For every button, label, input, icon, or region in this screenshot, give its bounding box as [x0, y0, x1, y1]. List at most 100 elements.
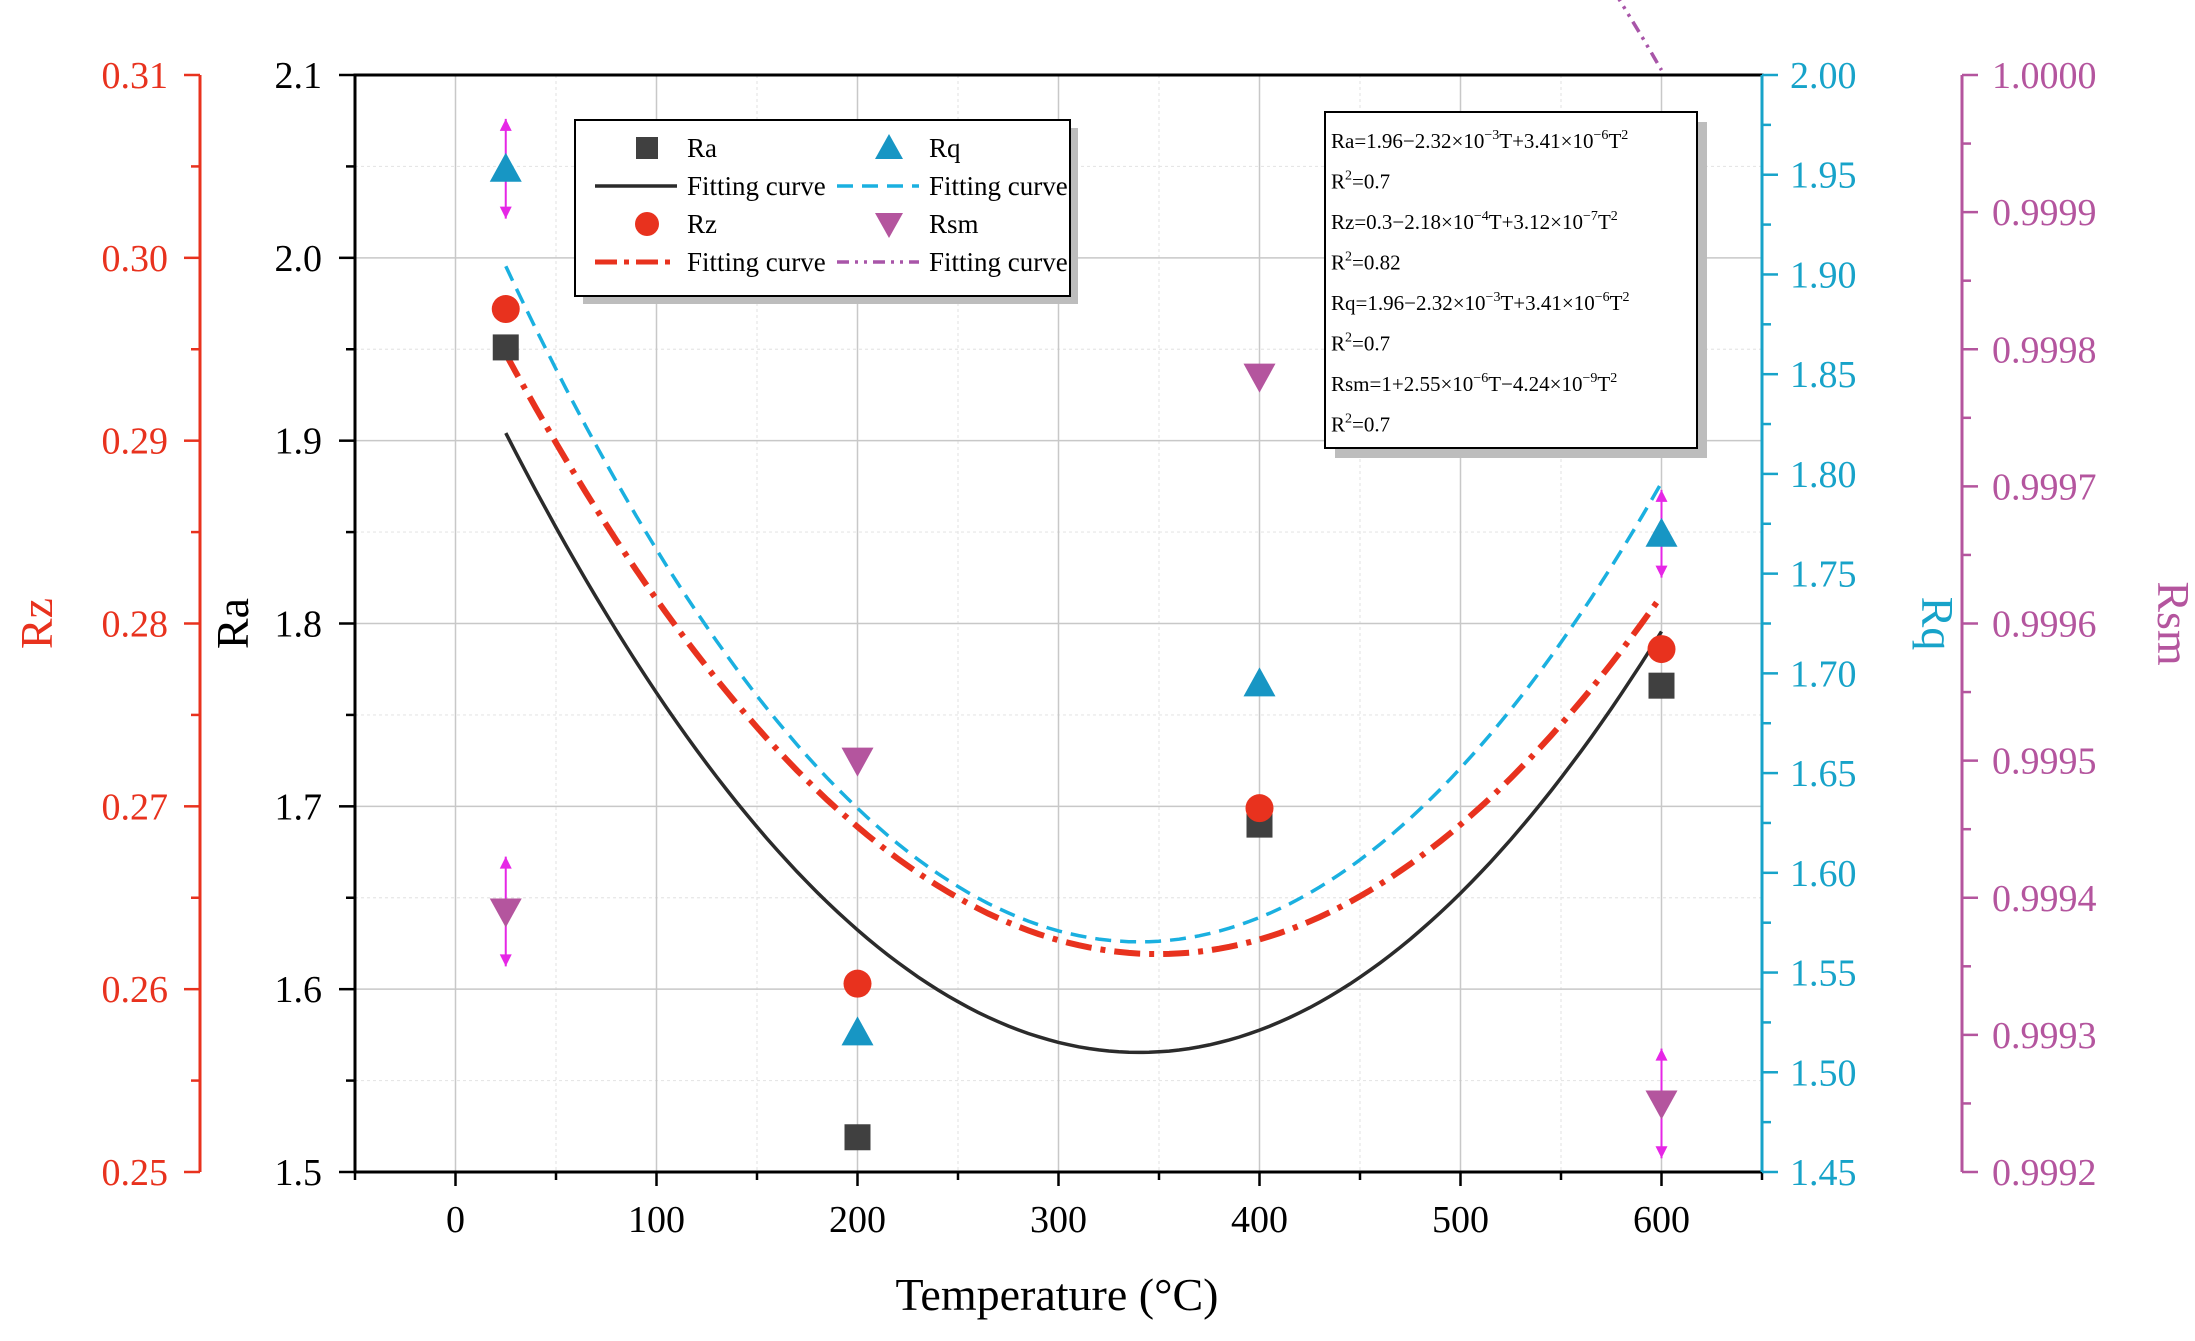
equation-line: Rz=0.3−2.18×10−4​T+3.12×10−7​T2​ — [1331, 209, 1618, 234]
rq-point — [1645, 517, 1678, 547]
rq-axis-title: Rq — [1912, 597, 1963, 651]
rz-point — [491, 295, 520, 324]
equation-text: R — [1331, 251, 1345, 275]
equation-exponent: 2 — [1345, 412, 1352, 427]
equation-text: =0.82 — [1352, 251, 1401, 275]
ra-point — [492, 334, 519, 361]
equation-box: Ra=1.96−2.32×10−3​T+3.41×10−6​T2​ R2​=0.7… — [1324, 111, 1707, 458]
rz-tick-label: 0.30 — [102, 238, 169, 280]
rsm-tick-label: 0.9994 — [1992, 878, 2097, 920]
x-tick-label: 400 — [1231, 1199, 1288, 1241]
rsm-tick-label: 0.9996 — [1992, 604, 2097, 646]
rsm-tick-label: 0.9998 — [1992, 329, 2097, 371]
legend-label-ra: Ra — [687, 133, 717, 163]
equation-text: T−4.24×10 — [1488, 372, 1582, 396]
equation-text: R — [1331, 170, 1345, 194]
equation-line: Rq=1.96−2.32×10−3​T+3.41×10−6​T2​ — [1331, 290, 1629, 315]
legend-fit-label-ra: Fitting curve — [687, 171, 826, 201]
legend-label-rq: Rq — [929, 133, 961, 163]
equation-text: =0.7 — [1352, 413, 1390, 437]
equation-text: T+3.41×10 — [1499, 129, 1593, 153]
equation-exponent: 2 — [1610, 371, 1617, 386]
equation-text: T — [1608, 129, 1621, 153]
ra-axis-title: Ra — [207, 598, 258, 649]
legend-fit-label-rz: Fitting curve — [687, 247, 826, 277]
equation-exponent: −9 — [1582, 371, 1597, 386]
rq-tick-label: 1.50 — [1790, 1052, 1857, 1094]
equation-exponent: 2 — [1345, 169, 1352, 184]
legend-fit-label-rsm: Fitting curve — [929, 247, 1068, 277]
x-tick-label: 200 — [829, 1199, 886, 1241]
ra-tick-label: 1.5 — [275, 1152, 323, 1194]
rsm-tick-label: 0.9995 — [1992, 741, 2097, 783]
legend-marker-rq — [875, 134, 903, 159]
rq-error-bar-cap-top — [1655, 489, 1668, 502]
rsm-error-bar-cap-top — [499, 856, 512, 869]
equation-text: =0.7 — [1352, 170, 1390, 194]
equation-line: Rsm=1+2.55×10−6​T−4.24×10−9​T2​ — [1331, 371, 1617, 396]
rq-point — [1243, 667, 1276, 697]
equation-exponent: 2 — [1345, 250, 1352, 265]
ra-tick-label: 2.0 — [275, 238, 323, 280]
rsm-tick-label: 0.9992 — [1992, 1152, 2097, 1194]
rsm-tick-label: 1.0000 — [1992, 55, 2097, 97]
equation-exponent: −3 — [1486, 290, 1501, 305]
ra-point — [1648, 672, 1675, 699]
ra-tick-label: 1.8 — [275, 604, 323, 646]
rsm-tick-label: 0.9999 — [1992, 192, 2097, 234]
rz-tick-label: 0.27 — [102, 786, 169, 828]
rsm-point — [1645, 1090, 1678, 1120]
equation-line: R2​=0.7 — [1331, 412, 1390, 437]
ra-tick-label: 1.6 — [275, 969, 323, 1011]
rq-tick-label: 1.65 — [1790, 753, 1857, 795]
rsm-error-bar-cap-top — [1655, 1048, 1668, 1061]
rsm-point — [841, 747, 874, 777]
rq-tick-label: 1.60 — [1790, 853, 1857, 895]
rq-tick-label: 1.55 — [1790, 953, 1857, 995]
rq-point — [841, 1016, 874, 1046]
equation-text: Rz=0.3−2.18×10 — [1331, 210, 1474, 234]
axes: 0 100 200 300 400 500 600 1.5 1.6 1.7 1.8 1.9 2.0 2.1… — [11, 55, 2195, 1241]
equation-text: T — [1610, 291, 1623, 315]
legend: Ra Rq Fitting curve Fitting curve Rz Rsm Fitti… — [574, 119, 1078, 304]
rz-fit-curve — [503, 352, 1664, 958]
rsm-error-bar-cap-bottom — [499, 954, 512, 967]
equation-exponent: 2 — [1611, 209, 1618, 224]
rq-tick-label: 1.85 — [1790, 354, 1857, 396]
equation-exponent: −6 — [1595, 290, 1610, 305]
rsm-tick-label: 0.9997 — [1992, 466, 2097, 508]
equation-text: =0.7 — [1352, 332, 1390, 356]
legend-marker-ra — [636, 137, 658, 159]
rq-tick-label: 1.90 — [1790, 254, 1857, 296]
x-tick-label: 100 — [628, 1199, 685, 1241]
rz-tick-label: 0.26 — [102, 969, 169, 1011]
equation-text: T+3.41×10 — [1500, 291, 1594, 315]
x-axis-title: Temperature (°C) — [896, 1269, 1219, 1320]
error-bars — [499, 118, 1668, 1159]
equation-line: R2​=0.7 — [1331, 169, 1390, 194]
equation-box-frame — [1324, 111, 1698, 449]
rsm-fit-curve — [1617, 0, 1664, 71]
rq-tick-label: 1.95 — [1790, 155, 1857, 197]
equation-text: R — [1331, 413, 1345, 437]
ra-point — [844, 1124, 871, 1151]
rz-tick-label: 0.29 — [102, 421, 169, 463]
equation-text: R — [1331, 332, 1345, 356]
rsm-axis-title: Rsm — [2148, 581, 2195, 666]
equation-line: R2​=0.82 — [1331, 250, 1401, 275]
rz-tick-label: 0.31 — [102, 55, 169, 97]
rsm-point — [489, 898, 522, 928]
rz-axis-title: Rz — [11, 598, 62, 649]
rz-point — [1647, 635, 1676, 664]
rz-tick-label: 0.28 — [102, 604, 169, 646]
ra-fit-curve — [504, 432, 1663, 1055]
equation-line: R2​=0.7 — [1331, 331, 1390, 356]
rq-tick-label: 1.75 — [1790, 554, 1857, 596]
rq-tick-label: 1.45 — [1790, 1152, 1857, 1194]
rq-tick-label: 2.00 — [1790, 55, 1857, 97]
rq-point — [489, 152, 522, 182]
rq-tick-label: 1.70 — [1790, 653, 1857, 695]
x-tick-label: 300 — [1030, 1199, 1087, 1241]
rq-error-bar-cap-top — [499, 118, 512, 131]
